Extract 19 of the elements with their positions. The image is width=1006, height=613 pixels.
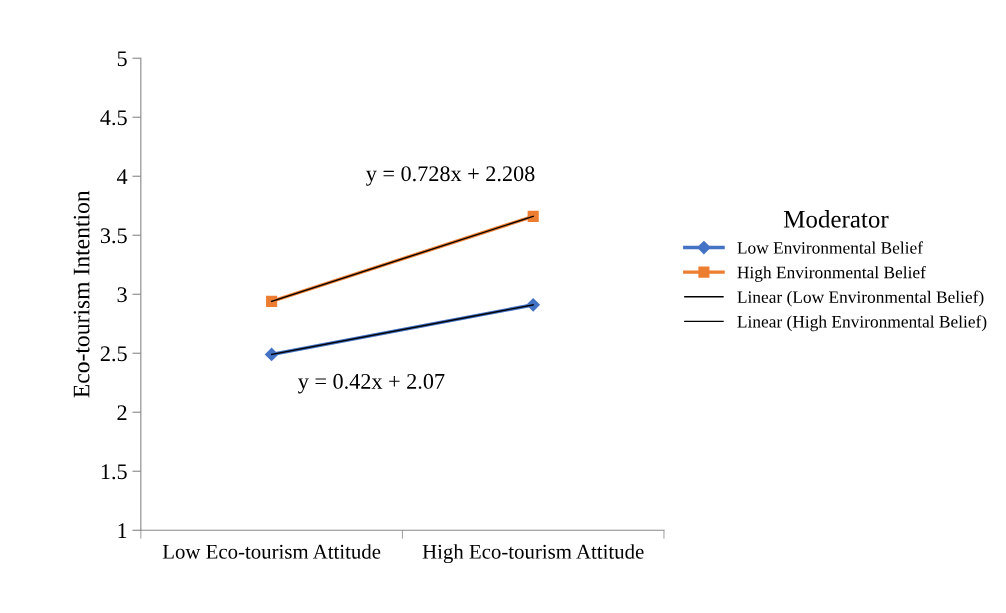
- x-tick-label: High Eco-tourism Attitude: [422, 544, 644, 564]
- annotation: y = 0.42x + 2.07: [298, 373, 445, 394]
- y-tick-label: 5: [117, 51, 127, 67]
- y-tick-label: 1: [118, 523, 127, 538]
- y-tick-label: 3: [117, 287, 127, 303]
- y-tick-label: 4: [116, 169, 128, 184]
- legend-label: High Environmental Belief: [737, 265, 926, 282]
- annotation: y = 0.728x + 2.208: [366, 166, 535, 186]
- legend-label: Linear (High Environmental Belief): [737, 315, 987, 332]
- legend-title: Moderator: [783, 210, 889, 228]
- legend-label: Low Environmental Belief: [737, 241, 923, 254]
- y-tick-label: 4.5: [100, 110, 127, 126]
- y-tick-label: 2.5: [100, 346, 127, 362]
- y-axis-title: Eco-tourism Intention: [73, 190, 90, 398]
- y-tick-label: 1.5: [101, 464, 127, 480]
- y-tick-label: 2: [117, 405, 127, 420]
- y-tick-label: 3.5: [100, 228, 127, 244]
- legend-label: Linear (Low Environmental Belief): [737, 290, 984, 307]
- x-tick-label: Low Eco-tourism Attitude: [162, 544, 381, 559]
